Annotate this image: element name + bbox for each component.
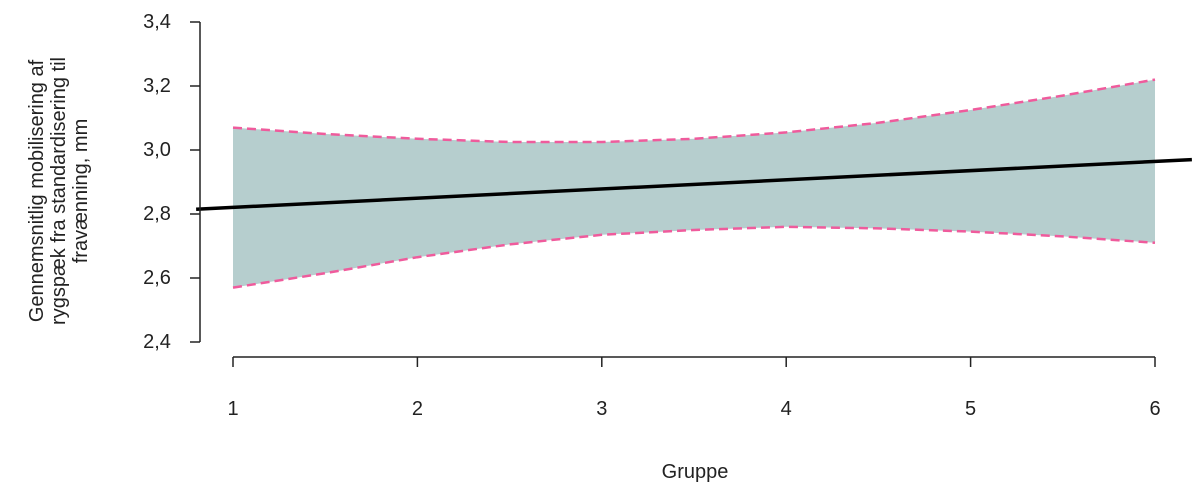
x-tick-label: 1 — [227, 398, 238, 420]
x-tick-label: 2 — [412, 398, 423, 420]
y-axis-title-line: fravænning, mm — [70, 119, 92, 264]
band-lower-edge — [232, 225, 1156, 289]
y-axis-title-line: Gennemsnitlig mobilisering af — [26, 59, 48, 322]
y-tick-label: 2,8 — [143, 203, 171, 225]
y-axis: 2,4 2,6 2,8 3,0 3,2 3,4 — [143, 11, 201, 353]
y-tick-label: 3,4 — [143, 11, 171, 33]
y-axis-title-line: rygspæk fra standardisering til — [48, 57, 70, 325]
x-tick-label: 5 — [965, 398, 976, 420]
trend-line — [196, 157, 1192, 211]
x-axis: 1 2 3 4 5 6 — [227, 356, 1161, 420]
x-tick-label: 6 — [1149, 398, 1160, 420]
y-tick-label: 3,2 — [143, 75, 171, 97]
y-tick-label: 3,0 — [143, 139, 171, 161]
band-upper-edge — [232, 78, 1156, 144]
x-tick-label: 3 — [596, 398, 607, 420]
x-axis-title: Gruppe — [662, 461, 729, 483]
y-axis-title: Gennemsnitlig mobilisering afrygspæk fra… — [26, 57, 92, 325]
y-tick-label: 2,6 — [143, 267, 171, 289]
x-tick-label: 4 — [781, 398, 792, 420]
y-tick-label: 2,4 — [143, 331, 171, 353]
